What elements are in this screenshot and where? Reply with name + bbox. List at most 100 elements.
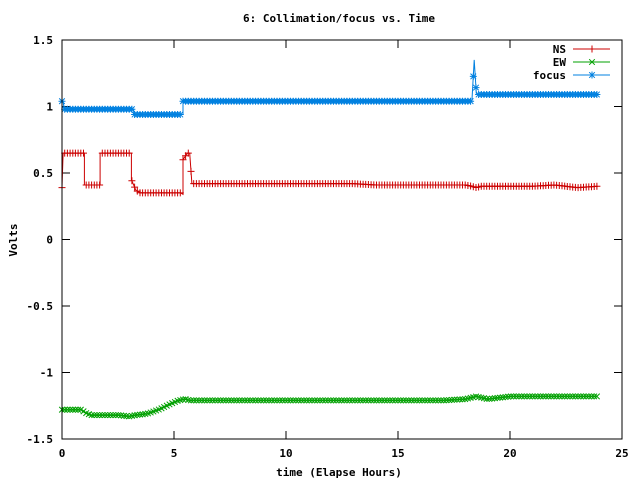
data-point-ew: [273, 397, 281, 404]
data-point-ew: [416, 397, 423, 404]
data-point-ew: [333, 397, 340, 404]
data-point-ew: [370, 397, 377, 404]
data-point-ew: [564, 393, 571, 400]
data-point-ew: [419, 397, 426, 404]
data-point-ew: [201, 397, 208, 404]
data-point-ew: [233, 397, 240, 404]
plot-area: [58, 59, 601, 420]
data-point-ew: [451, 396, 458, 403]
data-point-ew: [394, 397, 402, 404]
data-point-ew: [561, 393, 568, 400]
data-point-ew: [236, 397, 243, 404]
data-point-ew: [308, 397, 316, 404]
data-point-ew: [241, 397, 248, 404]
data-point-ew: [513, 393, 520, 400]
data-point-ew: [324, 397, 332, 404]
data-point-ew: [206, 397, 213, 404]
data-point-ew: [359, 397, 367, 404]
data-point-ew: [402, 397, 410, 404]
data-point-ew: [591, 393, 598, 400]
data-point-ew: [217, 397, 224, 404]
data-point-ew: [91, 411, 98, 419]
data-point-ew: [448, 396, 455, 404]
x-tick-label: 0: [59, 447, 66, 460]
data-point-ew: [279, 397, 286, 404]
data-point-ew: [214, 397, 222, 404]
data-point-ew: [421, 397, 429, 404]
data-point-ew: [271, 397, 278, 404]
data-point-ns: [131, 183, 139, 191]
data-point-ew: [99, 411, 106, 419]
data-point-ew: [593, 393, 601, 400]
data-point-ew: [319, 397, 326, 404]
legend-marker-ew: [588, 58, 596, 66]
plot-frame: [61, 39, 623, 440]
data-point-ew: [311, 397, 318, 404]
data-point-ew: [486, 395, 493, 403]
data-point-ew: [437, 397, 445, 404]
data-point-ew: [228, 397, 235, 404]
data-point-ew: [303, 397, 310, 404]
legend-marker-ns: [588, 45, 596, 53]
data-point-ew: [569, 393, 576, 400]
data-point-ew: [494, 394, 501, 402]
data-point-ew: [553, 393, 560, 400]
data-point-ns: [184, 149, 192, 157]
data-point-ew: [365, 397, 372, 404]
data-point-ew: [93, 411, 101, 419]
data-point-ew: [580, 393, 587, 400]
data-point-ew: [298, 397, 305, 404]
y-tick-label: 0.5: [33, 167, 53, 180]
data-point-ew: [330, 397, 337, 404]
legend-label-ns: NS: [553, 43, 566, 56]
data-point-ew: [518, 393, 525, 400]
data-point-ew: [300, 397, 308, 404]
x-tick-label: 10: [279, 447, 292, 460]
data-point-ew: [295, 397, 302, 404]
data-point-focus: [128, 105, 136, 113]
data-point-ew: [198, 397, 205, 404]
x-axis-label: time (Elapse Hours): [276, 466, 402, 479]
data-point-ew: [193, 397, 200, 404]
data-point-ew: [101, 411, 109, 419]
y-tick-label: -1.5: [27, 433, 54, 446]
data-point-ns: [593, 182, 601, 190]
data-point-ew: [109, 411, 117, 419]
data-point-ew: [134, 411, 141, 419]
data-point-ew: [284, 397, 291, 404]
series-ew: [58, 393, 601, 420]
y-tick-label: -1: [40, 367, 54, 380]
data-point-ew: [316, 397, 324, 404]
data-point-ew: [531, 393, 539, 400]
data-point-ew: [435, 397, 442, 404]
data-point-ew: [507, 393, 515, 400]
data-point-ew: [88, 411, 95, 419]
data-point-ns: [125, 149, 133, 157]
data-point-ew: [529, 393, 536, 400]
data-point-ew: [413, 397, 420, 404]
data-point-ew: [389, 397, 396, 404]
data-point-ns: [128, 177, 136, 185]
data-point-ew: [566, 393, 574, 400]
data-point-ew: [123, 412, 130, 420]
data-point-ew: [521, 393, 528, 400]
data-point-ew: [381, 397, 388, 404]
data-point-ew: [222, 397, 230, 404]
data-point-ew: [357, 397, 364, 404]
data-point-ew: [510, 393, 517, 400]
data-point-ew: [453, 396, 461, 403]
data-point-ew: [244, 397, 251, 404]
data-point-ew: [556, 393, 563, 400]
x-tick-label: 15: [391, 447, 404, 460]
data-point-ew: [354, 397, 361, 404]
y-axis-label: Volts: [7, 223, 20, 256]
data-point-ew: [204, 397, 211, 404]
series-ns: [58, 149, 601, 197]
data-point-ew: [136, 411, 144, 418]
data-point-ew: [230, 397, 238, 404]
data-point-ew: [362, 397, 369, 404]
data-point-ew: [343, 397, 351, 404]
data-point-ew: [373, 397, 380, 404]
